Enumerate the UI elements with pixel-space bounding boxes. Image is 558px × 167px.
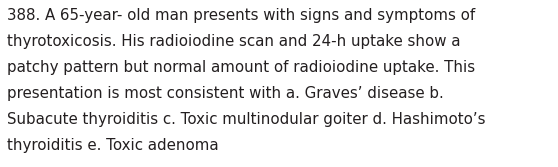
Text: thyroiditis e. Toxic adenoma: thyroiditis e. Toxic adenoma xyxy=(7,138,218,153)
Text: presentation is most consistent with a. Graves’ disease b.: presentation is most consistent with a. … xyxy=(7,86,444,101)
Text: thyrotoxicosis. His radioiodine scan and 24-h uptake show a: thyrotoxicosis. His radioiodine scan and… xyxy=(7,34,460,49)
Text: 388. A 65-year- old man presents with signs and symptoms of: 388. A 65-year- old man presents with si… xyxy=(7,8,475,23)
Text: Subacute thyroiditis c. Toxic multinodular goiter d. Hashimoto’s: Subacute thyroiditis c. Toxic multinodul… xyxy=(7,112,485,127)
Text: patchy pattern but normal amount of radioiodine uptake. This: patchy pattern but normal amount of radi… xyxy=(7,60,475,75)
